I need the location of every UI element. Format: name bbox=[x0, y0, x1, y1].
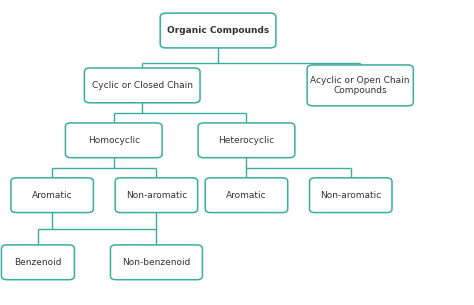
FancyBboxPatch shape bbox=[11, 178, 93, 213]
Text: Cyclic or Closed Chain: Cyclic or Closed Chain bbox=[91, 81, 193, 90]
FancyBboxPatch shape bbox=[307, 65, 413, 106]
Text: Non-aromatic: Non-aromatic bbox=[126, 191, 187, 200]
Text: Acyclic or Open Chain
Compounds: Acyclic or Open Chain Compounds bbox=[310, 76, 410, 95]
Text: Non-aromatic: Non-aromatic bbox=[320, 191, 382, 200]
FancyBboxPatch shape bbox=[1, 245, 74, 280]
FancyBboxPatch shape bbox=[198, 123, 295, 158]
FancyBboxPatch shape bbox=[160, 13, 276, 48]
Text: Homocyclic: Homocyclic bbox=[88, 136, 140, 145]
FancyBboxPatch shape bbox=[310, 178, 392, 213]
Text: Aromatic: Aromatic bbox=[32, 191, 73, 200]
Text: Benzenoid: Benzenoid bbox=[14, 258, 62, 267]
Text: Aromatic: Aromatic bbox=[226, 191, 267, 200]
Text: Organic Compounds: Organic Compounds bbox=[167, 26, 269, 35]
FancyBboxPatch shape bbox=[110, 245, 202, 280]
FancyBboxPatch shape bbox=[115, 178, 198, 213]
Text: Heterocyclic: Heterocyclic bbox=[219, 136, 274, 145]
FancyBboxPatch shape bbox=[84, 68, 200, 103]
FancyBboxPatch shape bbox=[205, 178, 288, 213]
FancyBboxPatch shape bbox=[65, 123, 162, 158]
Text: Non-benzenoid: Non-benzenoid bbox=[122, 258, 191, 267]
